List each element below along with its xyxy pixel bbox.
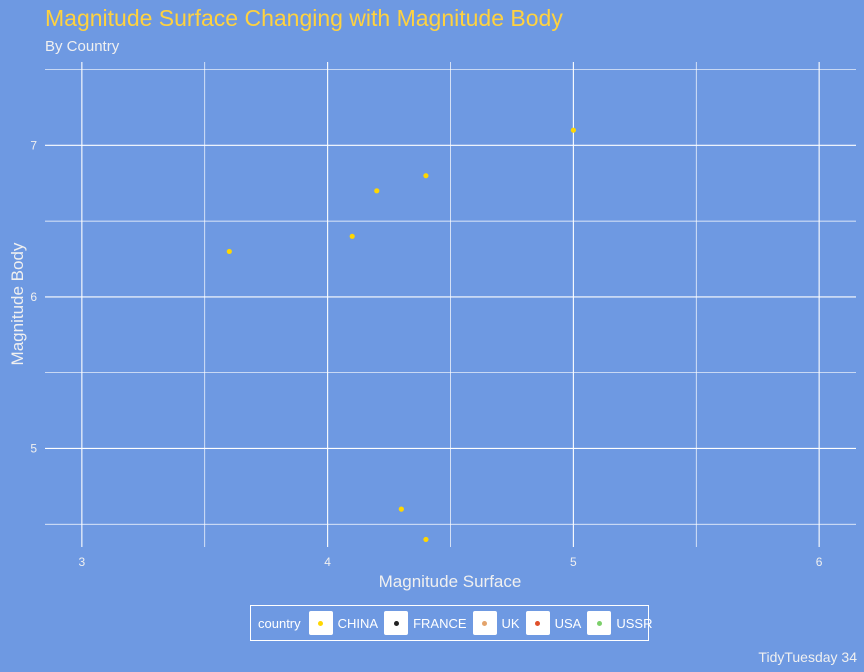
y-axis-label: Magnitude Body	[8, 242, 27, 365]
legend-item-china: CHINA	[308, 611, 379, 635]
data-point	[398, 506, 404, 512]
legend-label: USSR	[616, 615, 653, 631]
legend-key	[384, 611, 409, 635]
legend-label: USA	[554, 615, 582, 631]
y-tick-label: 6	[30, 290, 37, 304]
caption: TidyTuesday 34	[758, 649, 857, 665]
legend-title: country	[258, 615, 301, 631]
legend-label: UK	[501, 615, 520, 631]
legend-label: CHINA	[337, 615, 379, 631]
x-tick-label: 6	[816, 555, 823, 569]
legend-dot-icon	[393, 620, 399, 626]
chart-title: Magnitude Surface Changing with Magnitud…	[45, 5, 563, 31]
legend: country CHINA FRANCE UK USA USSR	[250, 605, 652, 641]
x-tick-label: 3	[79, 555, 86, 569]
legend-key	[587, 611, 612, 635]
data-point	[349, 233, 355, 239]
x-axis-label: Magnitude Surface	[379, 572, 522, 591]
legend-dot-icon	[535, 620, 541, 626]
legend-item-ussr: USSR	[587, 611, 652, 635]
legend-item-uk: UK	[472, 611, 520, 635]
grid-lines	[45, 62, 856, 547]
legend-key	[472, 611, 497, 635]
data-points	[226, 127, 576, 543]
data-point	[374, 188, 380, 194]
y-tick-label: 5	[30, 441, 37, 455]
chart-subtitle: By Country	[45, 38, 120, 55]
legend-dot-icon	[318, 620, 324, 626]
legend-item-usa: USA	[525, 611, 582, 635]
x-tick-label: 5	[570, 555, 577, 569]
legend-key	[525, 611, 550, 635]
legend-dot-icon	[596, 620, 602, 626]
tick-labels: 3 4 5 6 5 6 7	[30, 138, 822, 569]
legend-key	[308, 611, 333, 635]
data-point	[570, 127, 576, 133]
y-tick-label: 7	[30, 138, 37, 152]
legend-label: FRANCE	[413, 615, 467, 631]
data-point	[423, 536, 429, 543]
data-point	[226, 248, 232, 255]
legend-item-france: FRANCE	[384, 611, 467, 635]
x-tick-label: 4	[324, 555, 331, 569]
data-point	[423, 173, 429, 179]
scatter-plot: 3 4 5 6 5 6 7 Magnitude Surface Magnitude Body	[8, 62, 856, 591]
legend-dot-icon	[482, 620, 488, 626]
